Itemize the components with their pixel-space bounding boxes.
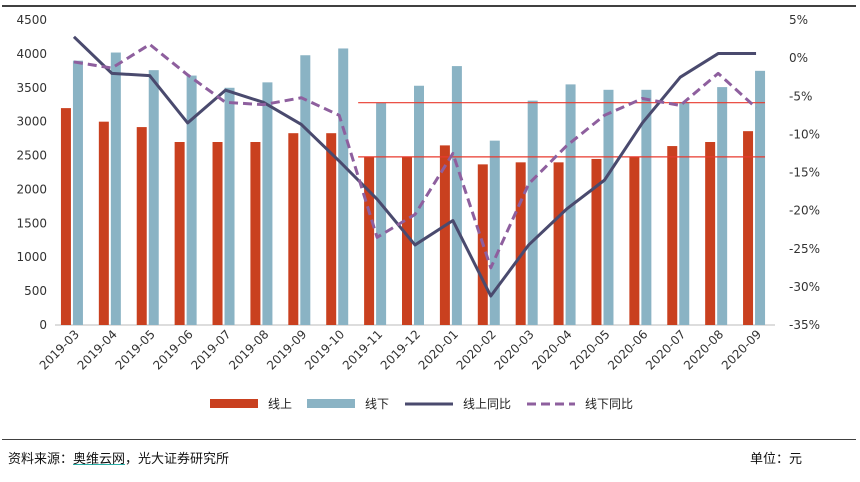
y-right-axis: -35% -30% -25% -20% -15% -10% -5% 0% 5% <box>789 13 820 332</box>
bar-online <box>439 145 450 325</box>
offline-yoy-line <box>73 42 758 270</box>
x-tick-label: 2019-08 <box>226 327 271 372</box>
bar-offline <box>451 66 462 325</box>
source-highlight: 奥维云网 <box>73 452 126 467</box>
y-left-tick-label: 4500 <box>16 13 47 27</box>
y-right-tick-label: -5% <box>789 89 812 103</box>
bar-online <box>60 108 71 325</box>
legend: 线上 线下 线上同比 线下同比 <box>210 397 633 411</box>
y-right-tick-label: -15% <box>789 166 820 180</box>
y-left-tick-label: 0 <box>39 318 47 332</box>
bars-layer <box>60 48 766 326</box>
x-axis-ticks: 2019-032019-042019-052019-062019-072019-… <box>37 327 764 372</box>
bar-online <box>402 156 412 325</box>
bar-offline <box>148 70 159 326</box>
x-tick-label: 2020-02 <box>454 327 499 372</box>
online-yoy-line <box>72 35 757 298</box>
y-left-tick-label: 1000 <box>16 250 47 264</box>
source-suffix: ，光大证券研究所 <box>125 452 230 467</box>
x-tick-label: 2020-07 <box>643 327 688 372</box>
legend-label: 线下 <box>365 397 389 411</box>
bar-online <box>629 156 640 325</box>
bar-online <box>288 133 299 325</box>
x-tick-label: 2019-11 <box>340 327 385 372</box>
bar-online <box>591 158 602 325</box>
reference-lines <box>358 102 765 158</box>
bar-offline <box>300 55 311 325</box>
bar-offline <box>186 75 197 325</box>
bar-online <box>250 142 261 325</box>
legend-swatch <box>307 399 355 408</box>
bar-online <box>553 162 564 325</box>
y-left-tick-label: 3500 <box>16 81 47 95</box>
bar-online <box>743 131 754 325</box>
bar-online <box>326 133 337 325</box>
chart: 0 500 1000 1500 2000 2500 3000 3500 4000 4500 -35… <box>2 5 856 440</box>
bar-offline <box>110 52 121 326</box>
bar-online <box>364 156 375 325</box>
bar-online <box>136 127 147 325</box>
bar-online <box>212 142 223 325</box>
legend-label: 线下同比 <box>585 397 633 411</box>
bar-offline <box>717 87 728 325</box>
bar-offline <box>72 60 83 326</box>
bar-offline <box>376 102 387 325</box>
x-tick-label: 2020-05 <box>567 327 612 372</box>
y-right-tick-label: 0% <box>789 51 808 65</box>
legend-label: 线上同比 <box>463 397 511 411</box>
x-tick-label: 2019-03 <box>37 327 82 372</box>
source-prefix: 资料来源： <box>8 452 74 467</box>
bar-offline <box>338 48 349 325</box>
x-tick-label: 2019-06 <box>150 327 195 372</box>
bar-offline <box>679 102 690 325</box>
bar-offline <box>262 82 273 325</box>
y-left-tick-label: 2500 <box>16 149 47 163</box>
x-tick-label: 2020-08 <box>681 327 726 372</box>
unit-note: 单位：元 <box>749 452 802 467</box>
source-note: 资料来源：奥维云网，光大证券研究所 <box>8 448 229 467</box>
bar-offline <box>224 87 235 326</box>
bar-offline <box>755 70 766 325</box>
y-left-tick-label: 2000 <box>16 182 47 196</box>
x-tick-label: 2020-03 <box>491 327 536 372</box>
x-tick-label: 2019-05 <box>113 327 158 372</box>
x-tick-label: 2019-04 <box>75 327 120 372</box>
legend-swatch <box>210 399 258 408</box>
y-left-tick-label: 500 <box>24 284 47 298</box>
bar-offline <box>489 140 500 325</box>
x-tick-label: 2020-01 <box>416 327 461 372</box>
y-right-tick-label: -20% <box>789 204 820 218</box>
footer: 资料来源：奥维云网，光大证券研究所 单位：元 <box>8 448 852 470</box>
x-tick-label: 2019-10 <box>302 327 347 372</box>
y-left-tick-label: 4000 <box>16 47 47 61</box>
x-tick-label: 2019-09 <box>264 327 309 372</box>
x-tick-label: 2019-07 <box>188 327 233 372</box>
y-right-tick-label: -25% <box>789 242 820 256</box>
lines-layer <box>72 35 758 298</box>
y-left-axis: 0 500 1000 1500 2000 2500 3000 3500 4000 4500 <box>16 13 47 332</box>
x-tick-label: 2019-12 <box>378 327 423 372</box>
y-left-tick-label: 1500 <box>16 216 47 230</box>
bar-offline <box>527 100 538 326</box>
y-right-tick-label: -35% <box>789 318 820 332</box>
bar-online <box>174 142 185 325</box>
bar-online <box>667 146 678 325</box>
y-right-tick-label: -10% <box>789 127 820 141</box>
bar-online <box>515 162 526 325</box>
legend-label: 线上 <box>268 397 292 411</box>
bar-offline <box>641 89 652 325</box>
y-right-tick-label: 5% <box>789 13 808 27</box>
bar-online <box>705 142 716 325</box>
x-tick-label: 2020-09 <box>719 327 764 372</box>
bar-online <box>98 121 109 326</box>
x-tick-label: 2020-04 <box>529 327 574 372</box>
y-right-tick-label: -30% <box>789 280 820 294</box>
x-tick-label: 2020-06 <box>605 327 650 372</box>
y-left-tick-label: 3000 <box>16 115 47 129</box>
bar-offline <box>603 89 614 325</box>
